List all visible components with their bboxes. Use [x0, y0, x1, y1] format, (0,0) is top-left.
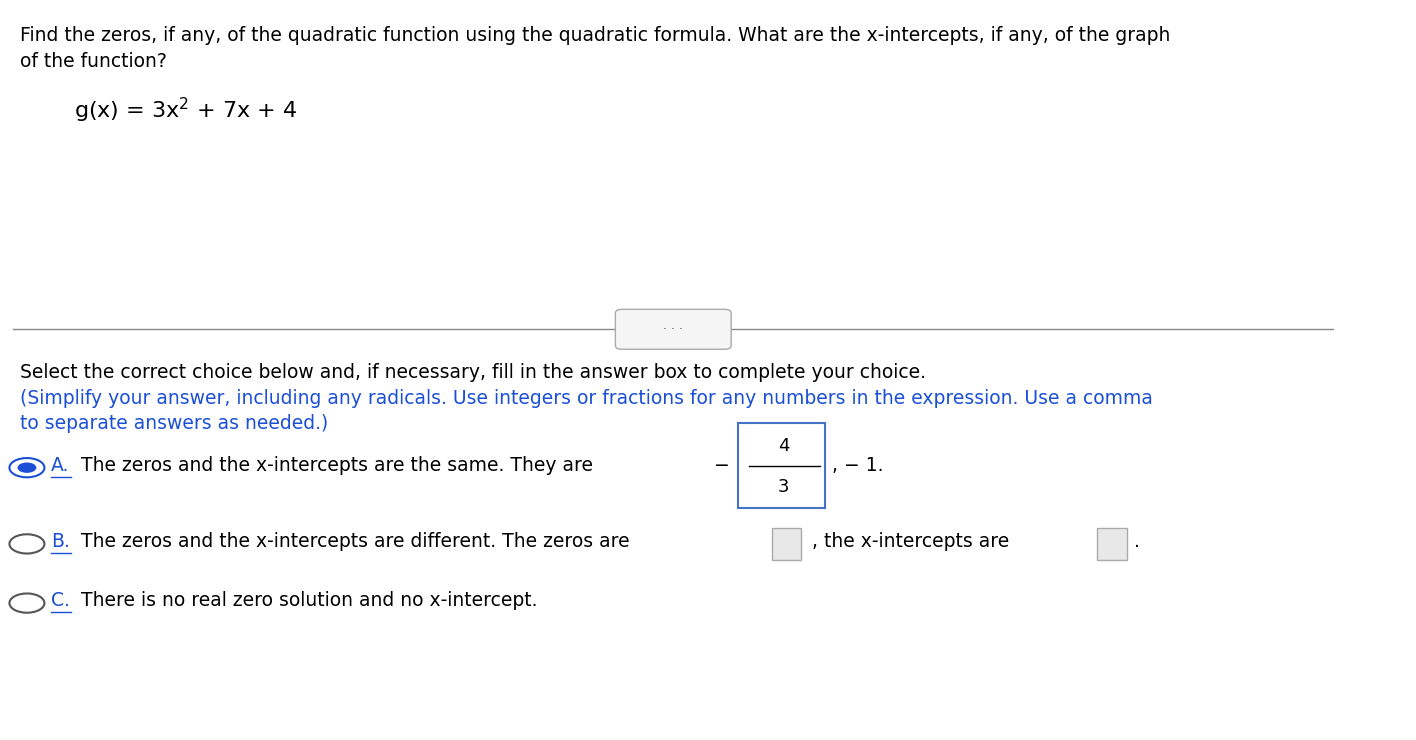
FancyBboxPatch shape — [616, 309, 731, 349]
Text: There is no real zero solution and no x-intercept.: There is no real zero solution and no x-… — [81, 591, 537, 610]
Text: 4: 4 — [777, 437, 789, 455]
FancyBboxPatch shape — [772, 528, 801, 560]
Text: C.: C. — [51, 591, 69, 610]
Text: · · ·: · · · — [663, 323, 684, 336]
FancyBboxPatch shape — [738, 423, 826, 508]
Text: 3: 3 — [777, 478, 789, 496]
Text: B.: B. — [51, 532, 69, 551]
Circle shape — [17, 462, 37, 473]
Circle shape — [10, 593, 44, 613]
Text: of the function?: of the function? — [20, 52, 167, 71]
Text: g(x) = 3x$^2$ + 7x + 4: g(x) = 3x$^2$ + 7x + 4 — [74, 96, 297, 125]
Text: , the x-intercepts are: , the x-intercepts are — [811, 532, 1010, 551]
Text: .: . — [1134, 532, 1140, 551]
Circle shape — [10, 458, 44, 477]
FancyBboxPatch shape — [1097, 528, 1127, 560]
Circle shape — [10, 534, 44, 554]
Text: The zeros and the x-intercepts are the same. They are: The zeros and the x-intercepts are the s… — [81, 456, 593, 475]
Text: −: − — [714, 457, 729, 475]
Text: A.: A. — [51, 456, 69, 475]
Text: The zeros and the x-intercepts are different. The zeros are: The zeros and the x-intercepts are diffe… — [81, 532, 630, 551]
Text: to separate answers as needed.): to separate answers as needed.) — [20, 414, 329, 434]
Text: , − 1.: , − 1. — [833, 456, 884, 475]
Text: Find the zeros, if any, of the quadratic function using the quadratic formula. W: Find the zeros, if any, of the quadratic… — [20, 26, 1171, 45]
Text: (Simplify your answer, including any radicals. Use integers or fractions for any: (Simplify your answer, including any rad… — [20, 388, 1153, 408]
Text: Select the correct choice below and, if necessary, fill in the answer box to com: Select the correct choice below and, if … — [20, 363, 926, 382]
